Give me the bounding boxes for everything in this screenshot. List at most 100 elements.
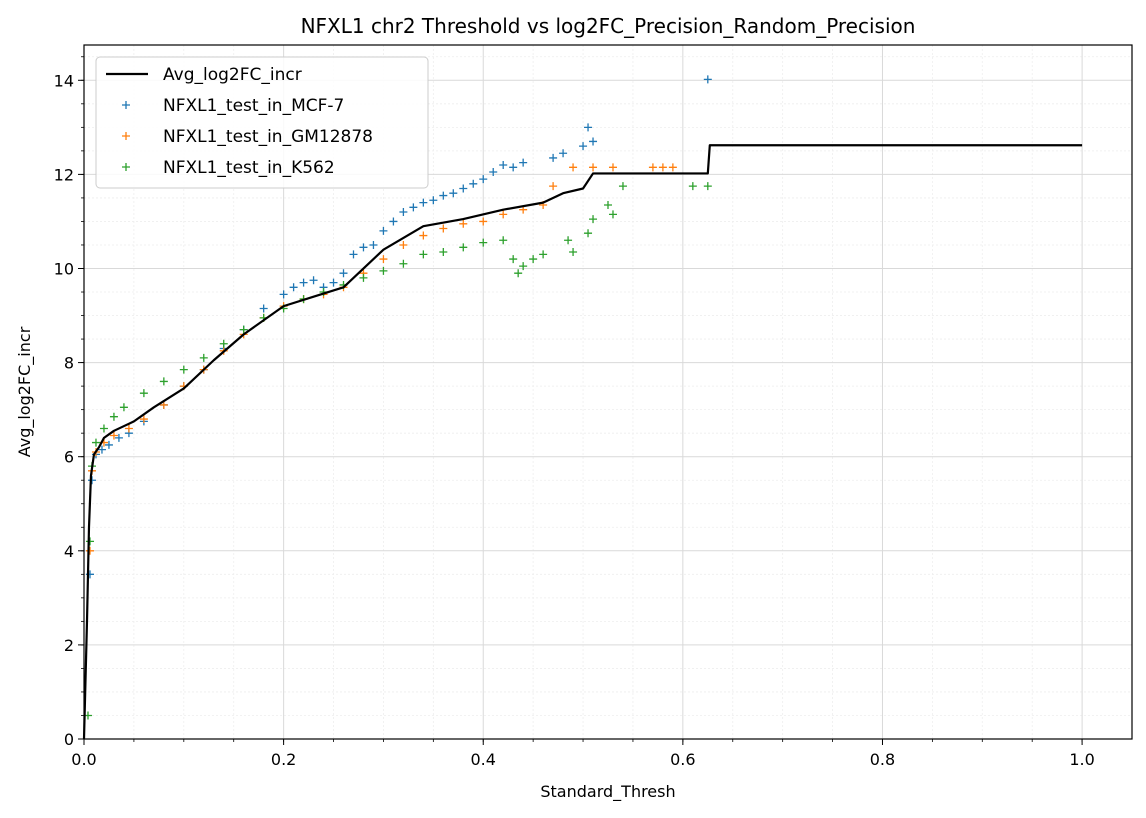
- series-2-point: [479, 217, 488, 226]
- series-3-point: [688, 182, 697, 191]
- series-1-point: [379, 226, 388, 235]
- series-1-point: [299, 278, 308, 287]
- series-1-point: [349, 250, 358, 259]
- y-tick-label: 4: [64, 542, 74, 561]
- series-3-point: [85, 537, 94, 546]
- series-1-point: [409, 203, 418, 212]
- series-1-point: [519, 158, 528, 167]
- series-2-point: [569, 163, 578, 172]
- chart-title: NFXL1 chr2 Threshold vs log2FC_Precision…: [301, 14, 916, 38]
- series-2-point: [439, 224, 448, 233]
- plot-frame: [83, 44, 1133, 740]
- legend-label: NFXL1_test_in_MCF-7: [163, 96, 344, 116]
- series-3-point: [119, 403, 128, 412]
- series-3-point: [703, 182, 712, 191]
- axes: 0.0 0.2 0.4 0.6 0.8 1.0 0 2 4 6 8 10 12 14: [54, 56, 1095, 769]
- series-1-point: [104, 440, 113, 449]
- series-2-point: [124, 424, 133, 433]
- legend-label: NFXL1_test_in_K562: [163, 158, 335, 178]
- series-3-point: [159, 377, 168, 386]
- series-3-point: [514, 269, 523, 278]
- x-tick-label: 0.0: [71, 750, 96, 769]
- series-1-point: [259, 304, 268, 313]
- minor-grid: [84, 45, 1132, 739]
- legend-marker-swatch: [122, 163, 130, 171]
- series-1-point: [584, 123, 593, 132]
- series-3-point: [199, 353, 208, 362]
- series-1-point: [439, 191, 448, 200]
- series-1-point: [369, 240, 378, 249]
- line-layer: [82, 144, 1083, 740]
- series-1-point: [469, 179, 478, 188]
- y-tick-label: 2: [64, 636, 74, 655]
- series-1-point: [339, 269, 348, 278]
- series-2-point: [589, 163, 598, 172]
- y-tick-label: 6: [64, 448, 74, 467]
- series-3-point: [459, 243, 468, 252]
- series-2-point: [109, 431, 118, 440]
- series-3-point: [379, 266, 388, 275]
- series-1: [85, 75, 712, 579]
- series-3-point: [139, 389, 148, 398]
- series-2-point: [658, 163, 667, 172]
- series-3-point: [564, 236, 573, 245]
- series-3-point: [419, 250, 428, 259]
- series-1-point: [579, 142, 588, 151]
- series-1-point: [359, 243, 368, 252]
- series-1-point: [399, 208, 408, 217]
- series-1-point: [279, 290, 288, 299]
- series-3-point: [608, 210, 617, 219]
- series-1-point: [114, 433, 123, 442]
- series-1-point: [389, 217, 398, 226]
- series-3-point: [539, 250, 548, 259]
- series-2-point: [85, 546, 94, 555]
- y-tick-label: 12: [54, 165, 74, 184]
- series-3-point: [439, 248, 448, 257]
- legend-marker-swatch: [122, 101, 130, 109]
- series-1-point: [479, 175, 488, 184]
- series-1-point: [499, 160, 508, 169]
- series-2-point: [399, 240, 408, 249]
- series-1-point: [459, 184, 468, 193]
- series-3-point: [239, 325, 248, 334]
- y-tick-label: 8: [64, 354, 74, 373]
- legend: Avg_log2FC_incr NFXL1_test_in_MCF-7 NFXL1_…: [95, 56, 429, 189]
- series-3-point: [91, 438, 100, 447]
- series-2-point: [549, 182, 558, 191]
- y-tick-label: 0: [64, 730, 74, 749]
- series-2-point: [139, 415, 148, 424]
- series-3-point: [618, 182, 627, 191]
- series-2-point: [499, 210, 508, 219]
- series-1-point: [289, 283, 298, 292]
- x-tick-label: 0.2: [271, 750, 296, 769]
- series-3-point: [179, 365, 188, 374]
- series-2-point: [419, 231, 428, 240]
- series-3-point: [519, 262, 528, 271]
- series-1-point: [449, 189, 458, 198]
- y-tick-label: 10: [54, 259, 74, 278]
- series-2-point: [379, 255, 388, 264]
- avg-line: [82, 144, 1083, 740]
- legend-marker-swatch: [122, 132, 130, 140]
- series-3-point: [529, 255, 538, 264]
- series-3-point: [569, 248, 578, 257]
- series-1-point: [703, 75, 712, 84]
- legend-label: Avg_log2FC_incr: [163, 65, 302, 85]
- series-3-point: [219, 339, 228, 348]
- series-3-point: [479, 238, 488, 247]
- series-3-point: [584, 229, 593, 238]
- x-tick-label: 0.4: [471, 750, 496, 769]
- series-1-point: [559, 149, 568, 158]
- y-tick-label: 14: [54, 71, 74, 90]
- series-2-point: [648, 163, 657, 172]
- series-2-point: [608, 163, 617, 172]
- series-3-point: [399, 259, 408, 268]
- series-1-point: [429, 196, 438, 205]
- x-tick-label: 0.8: [870, 750, 895, 769]
- series-3-point: [604, 200, 612, 209]
- y-axis-label: Avg_log2FC_incr: [15, 326, 35, 457]
- series-1-point: [329, 278, 338, 287]
- series-3-point: [589, 215, 598, 224]
- series-1-point: [589, 137, 598, 146]
- x-axis-label: Standard_Thresh: [540, 782, 675, 802]
